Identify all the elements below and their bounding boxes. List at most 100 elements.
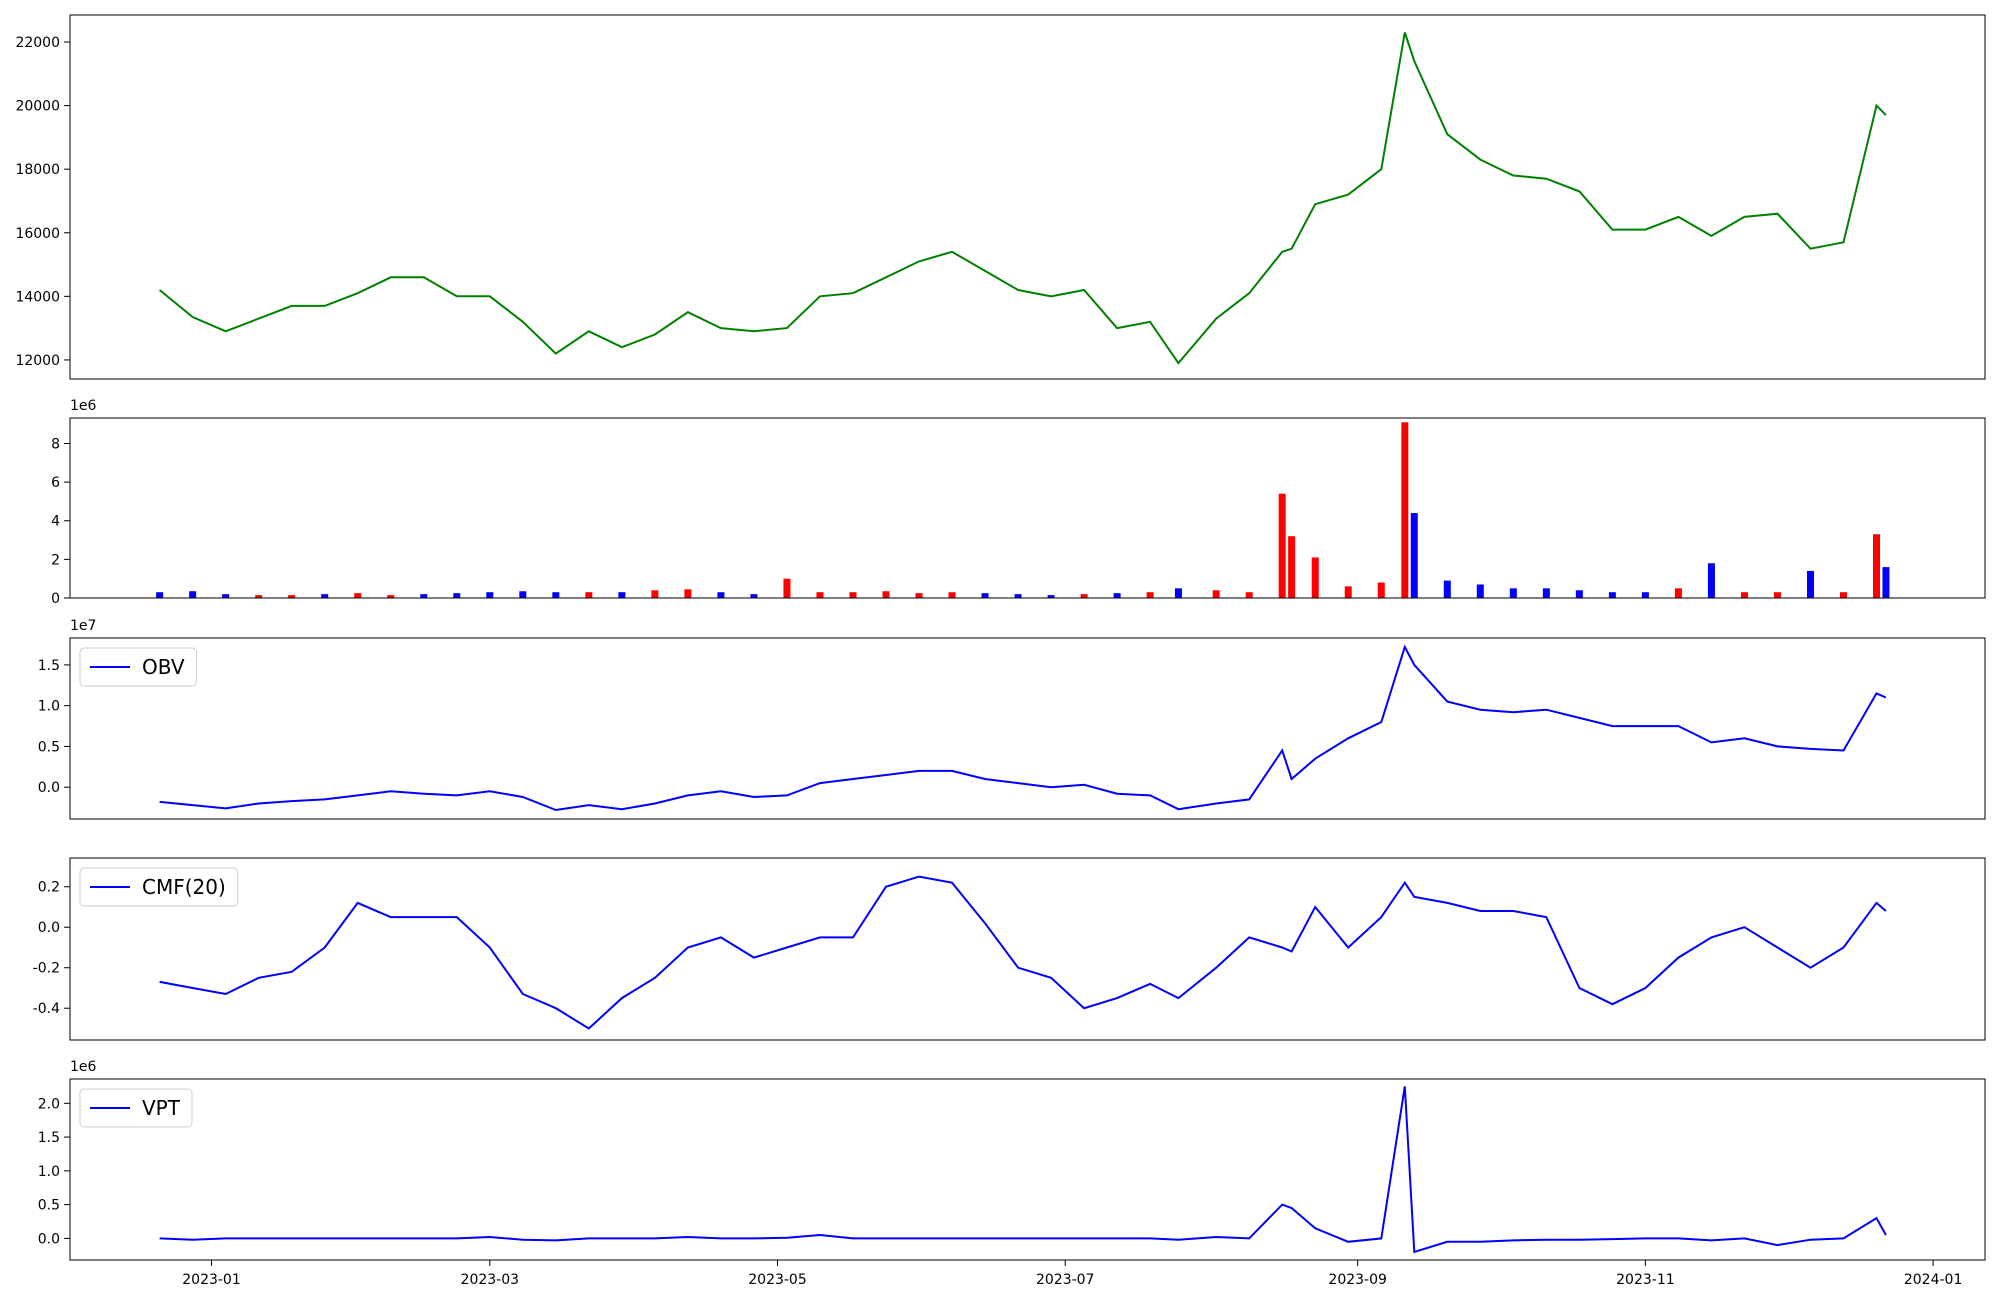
y-tick-label: 4 [51, 514, 60, 530]
plot-frame [69, 14, 1986, 380]
y-tick-label: 22000 [15, 35, 60, 51]
y-tick-label: 0.5 [38, 1198, 60, 1214]
volume-bar [255, 595, 263, 598]
volume-bar [1311, 557, 1319, 598]
y-tick-label: 16000 [15, 226, 60, 242]
volume-bar [1773, 592, 1781, 598]
y-tick-label: 1.0 [38, 699, 60, 715]
volume-bar [816, 592, 824, 598]
volume-bar [1410, 513, 1418, 598]
volume-bar [618, 592, 626, 598]
volume-bar [1476, 584, 1484, 598]
x-tick-label: 2024-01 [1904, 1272, 1963, 1288]
volume-bar [420, 594, 428, 598]
volume-bar [552, 592, 560, 598]
volume-bar [585, 592, 593, 598]
plot-frame [69, 857, 1986, 1041]
volume-bar [1113, 593, 1121, 598]
volume-bar [486, 592, 494, 598]
plot-frame [69, 417, 1986, 599]
legend-box [79, 867, 239, 907]
volume-bar [1542, 588, 1550, 598]
volume-bar [684, 589, 692, 598]
volume-bar [882, 591, 890, 598]
offset-text: 1e6 [70, 398, 97, 414]
y-tick-label: 0 [51, 591, 60, 607]
volume-bar [1509, 588, 1517, 598]
volume-bar [1047, 595, 1055, 598]
x-tick-label: 2023-11 [1616, 1272, 1675, 1288]
volume-bar [519, 591, 527, 598]
y-tick-label: 1.5 [38, 658, 60, 674]
x-tick-label: 2023-07 [1036, 1272, 1095, 1288]
volume-bar [1443, 580, 1451, 598]
legend-label: OBV [142, 655, 185, 679]
volume-bar [1401, 422, 1409, 598]
volume-bar [1806, 570, 1814, 598]
volume-bar [915, 593, 923, 598]
volume-bar [849, 592, 857, 598]
data-line [158, 32, 1887, 365]
y-tick-label: 6 [51, 475, 60, 491]
volume-bar [387, 595, 395, 598]
volume-bar [1707, 563, 1715, 598]
volume-bar [1344, 586, 1352, 598]
volume-bar [1377, 582, 1385, 598]
x-tick-label: 2023-05 [748, 1272, 807, 1288]
volume-bar [948, 592, 956, 598]
volume-bar [1278, 493, 1286, 598]
volume-bar [156, 592, 164, 598]
volume-bar [1245, 592, 1253, 598]
volume-bar [354, 593, 362, 598]
volume-bar [981, 593, 989, 598]
volume-bar [750, 594, 758, 598]
y-tick-label: 2 [51, 552, 60, 568]
plot-frame [69, 637, 1986, 820]
x-tick-label: 2023-09 [1328, 1272, 1387, 1288]
legend-label: VPT [142, 1096, 181, 1120]
volume-bar [1146, 592, 1154, 598]
plot-frame [69, 1078, 1986, 1261]
volume-bar [717, 592, 725, 598]
volume-bar [1839, 592, 1847, 598]
y-tick-label: 1.0 [38, 1164, 60, 1180]
volume-bar [453, 593, 461, 598]
data-line [159, 1086, 1887, 1254]
y-tick-label: 0.2 [38, 880, 60, 896]
volume-bar [651, 590, 659, 598]
y-tick-label: 0.0 [38, 780, 60, 796]
x-tick-label: 2023-03 [461, 1272, 520, 1288]
legend-box [79, 647, 198, 687]
y-tick-label: 1.5 [38, 1130, 60, 1146]
volume-bar [1212, 590, 1220, 598]
volume-bar [1288, 536, 1296, 598]
volume-bar [222, 594, 230, 598]
volume-bar [1575, 590, 1583, 598]
y-tick-label: 8 [51, 436, 60, 452]
legend-box [79, 1088, 193, 1128]
y-tick-label: 18000 [15, 162, 60, 178]
volume-bar [1080, 594, 1088, 598]
data-line [159, 875, 1887, 1030]
volume-bar [1641, 592, 1649, 598]
volume-bar [1873, 534, 1881, 598]
data-line [159, 644, 1887, 812]
y-tick-label: 14000 [15, 289, 60, 305]
volume-bar [1608, 592, 1616, 598]
legend-label: CMF(20) [142, 875, 226, 899]
volume-bar [1674, 588, 1682, 598]
y-tick-label: 0.5 [38, 739, 60, 755]
volume-bar [1174, 588, 1182, 598]
x-tick-label: 2023-01 [182, 1272, 241, 1288]
volume-bar [1882, 567, 1890, 598]
y-tick-label: 0.0 [38, 1231, 60, 1247]
volume-bar [1014, 594, 1022, 598]
y-tick-label: 0.0 [38, 920, 60, 936]
volume-bar [1740, 592, 1748, 598]
y-tick-label: 20000 [15, 99, 60, 115]
volume-bar [189, 591, 197, 598]
y-tick-label: -0.4 [33, 1001, 60, 1017]
volume-bar [783, 578, 791, 598]
